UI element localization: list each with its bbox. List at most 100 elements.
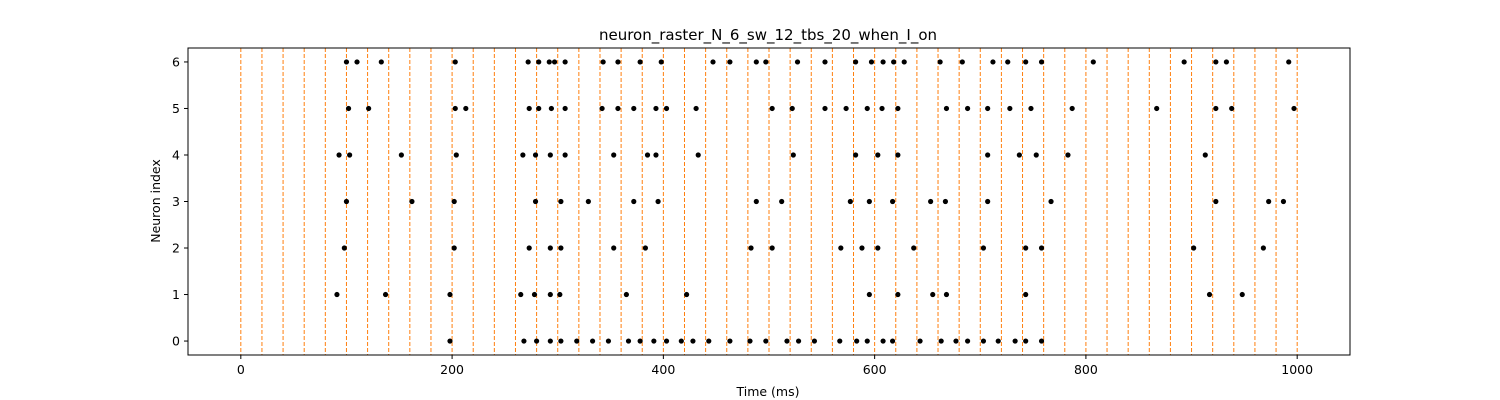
x-tick-label: 800 <box>1074 362 1098 377</box>
spike-point <box>658 59 664 65</box>
spike-point <box>866 291 872 298</box>
spike-point <box>637 59 643 65</box>
spike-point <box>1266 198 1272 205</box>
spike-point <box>790 152 796 158</box>
x-tick-label: 400 <box>651 362 675 377</box>
spike-point <box>868 59 875 65</box>
spike-point <box>532 152 539 158</box>
spike-point <box>727 59 733 65</box>
spike-point <box>769 245 775 251</box>
spike-point <box>343 59 350 65</box>
spike-point <box>964 338 971 344</box>
spike-point <box>334 291 340 298</box>
spike-point <box>980 245 987 251</box>
spike-point <box>452 105 458 112</box>
spike-point <box>599 105 605 112</box>
spike-point <box>794 59 801 65</box>
spike-point <box>625 338 632 344</box>
spike-point <box>880 338 886 344</box>
spike-point <box>518 291 524 298</box>
spike-point <box>615 59 621 65</box>
spike-point <box>959 59 965 65</box>
spike-point <box>1023 59 1029 65</box>
spike-point <box>1239 291 1245 298</box>
spike-point <box>531 291 538 298</box>
spike-point <box>382 291 389 298</box>
spike-point <box>1023 338 1029 344</box>
spike-point <box>854 338 860 344</box>
spike-point <box>769 105 775 112</box>
spike-point <box>943 291 950 298</box>
spike-point <box>526 245 532 251</box>
spike-point <box>347 152 353 158</box>
spike-point <box>663 105 670 112</box>
spike-point <box>663 338 670 344</box>
spike-point <box>784 338 790 344</box>
y-tick-label: 4 <box>172 147 180 162</box>
spike-point <box>398 152 404 158</box>
y-axis-label: Neuron index <box>148 159 163 243</box>
y-tick-label: 2 <box>172 241 180 256</box>
spike-point <box>843 105 849 112</box>
spike-point <box>1038 245 1045 251</box>
spike-point <box>1154 105 1160 112</box>
spike-point <box>615 105 621 112</box>
y-tick-label: 5 <box>172 101 180 116</box>
spike-point <box>453 152 459 158</box>
spike-point <box>600 59 606 65</box>
spike-point <box>901 59 907 65</box>
spike-point <box>875 245 881 251</box>
spike-point <box>562 59 568 65</box>
spike-point <box>748 245 754 251</box>
x-tick-label: 1000 <box>1281 362 1313 377</box>
spike-point <box>710 59 716 65</box>
spike-point <box>1191 245 1197 251</box>
spike-point <box>953 338 959 344</box>
spike-point <box>853 59 859 65</box>
spike-point <box>859 245 865 251</box>
spike-point <box>547 245 553 251</box>
spike-point <box>985 152 991 158</box>
spike-point <box>354 59 360 65</box>
spike-point <box>895 291 901 298</box>
spike-point <box>917 338 923 344</box>
spike-point <box>789 105 795 112</box>
spike-markers <box>334 59 1297 344</box>
spike-point <box>548 105 554 112</box>
spike-point <box>864 338 870 344</box>
y-tick-label: 3 <box>172 194 180 209</box>
spike-point <box>1023 245 1029 251</box>
spike-point <box>452 59 458 65</box>
spike-point <box>558 198 564 205</box>
spike-point <box>574 338 580 344</box>
spike-point <box>1065 152 1071 158</box>
spike-point <box>795 338 802 344</box>
spike-point <box>895 105 901 112</box>
y-tick-label: 1 <box>172 287 180 302</box>
spike-point <box>605 338 612 344</box>
spike-point <box>585 198 591 205</box>
y-tick-label: 0 <box>172 334 180 349</box>
spike-point <box>763 338 769 344</box>
spike-point <box>753 198 759 205</box>
spike-point <box>938 338 944 344</box>
spike-point <box>536 105 542 112</box>
spike-point <box>964 105 971 112</box>
x-axis-label: Time (ms) <box>735 384 799 399</box>
spike-point <box>451 245 457 251</box>
spike-point <box>1206 291 1213 298</box>
spike-point <box>642 245 649 251</box>
x-tick-label: 600 <box>863 362 887 377</box>
spike-point <box>451 198 457 205</box>
spike-point <box>985 198 991 205</box>
spike-point <box>631 198 637 205</box>
spike-point <box>864 105 870 112</box>
spike-point <box>557 291 563 298</box>
spike-point <box>1038 59 1045 65</box>
spike-point <box>1213 105 1219 112</box>
spike-point <box>853 152 859 158</box>
spike-point <box>1033 152 1039 158</box>
spike-point <box>678 338 684 344</box>
spike-point <box>1007 105 1013 112</box>
spike-point <box>985 105 991 112</box>
